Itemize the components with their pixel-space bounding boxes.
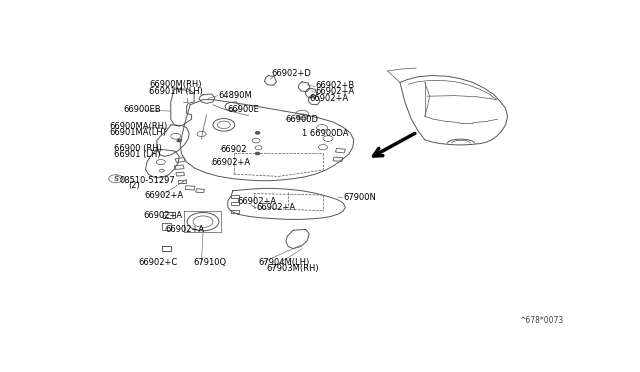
Bar (231, 195, 239, 198)
Bar (231, 202, 239, 205)
Text: 08510-51297: 08510-51297 (120, 176, 175, 185)
Text: 66902+A: 66902+A (143, 211, 182, 221)
Text: 67910Q: 67910Q (193, 258, 226, 267)
Text: 66900 (RH): 66900 (RH) (114, 144, 162, 153)
Bar (178, 180, 186, 183)
Text: 67904M(LH): 67904M(LH) (259, 258, 310, 267)
Text: 66900M(RH): 66900M(RH) (150, 80, 202, 89)
Text: 66902+A: 66902+A (309, 94, 348, 103)
Text: 66902+A: 66902+A (211, 158, 251, 167)
Bar (176, 172, 184, 176)
Text: 66902+C: 66902+C (138, 258, 178, 267)
Bar (333, 157, 342, 161)
Text: 66902: 66902 (220, 145, 247, 154)
Text: 66901 (LH): 66901 (LH) (114, 150, 161, 158)
Text: 66902+A: 66902+A (165, 225, 204, 234)
Text: 66900EB: 66900EB (124, 105, 161, 115)
Text: 66900MA(RH): 66900MA(RH) (110, 122, 168, 131)
Text: 66902+A: 66902+A (315, 87, 354, 96)
Text: 64890M: 64890M (218, 91, 252, 100)
Text: 66902+A: 66902+A (256, 203, 295, 212)
Bar (335, 148, 346, 153)
Text: 67903M(RH): 67903M(RH) (266, 264, 319, 273)
Text: 66900D: 66900D (286, 115, 319, 124)
Bar (196, 189, 204, 193)
Text: 66902+B: 66902+B (315, 81, 355, 90)
Circle shape (255, 132, 260, 134)
Circle shape (177, 140, 181, 142)
Text: (2): (2) (129, 181, 140, 190)
Bar (186, 186, 195, 190)
Bar (163, 223, 172, 230)
Text: 66901M (LH): 66901M (LH) (150, 87, 204, 96)
Circle shape (255, 153, 260, 155)
Bar (175, 158, 186, 163)
Bar (174, 165, 184, 170)
Text: 67900N: 67900N (343, 193, 376, 202)
Text: ^678*0073: ^678*0073 (519, 316, 564, 325)
Text: 66902+A: 66902+A (145, 191, 184, 200)
Text: 66902+A: 66902+A (237, 197, 277, 206)
Text: 66901MA(LH): 66901MA(LH) (110, 128, 167, 137)
Text: 66902+D: 66902+D (271, 69, 311, 78)
Text: 66900E: 66900E (228, 105, 260, 114)
Text: 1 66900DA: 1 66900DA (302, 129, 349, 138)
Text: S: S (113, 176, 118, 182)
Bar (231, 210, 239, 213)
